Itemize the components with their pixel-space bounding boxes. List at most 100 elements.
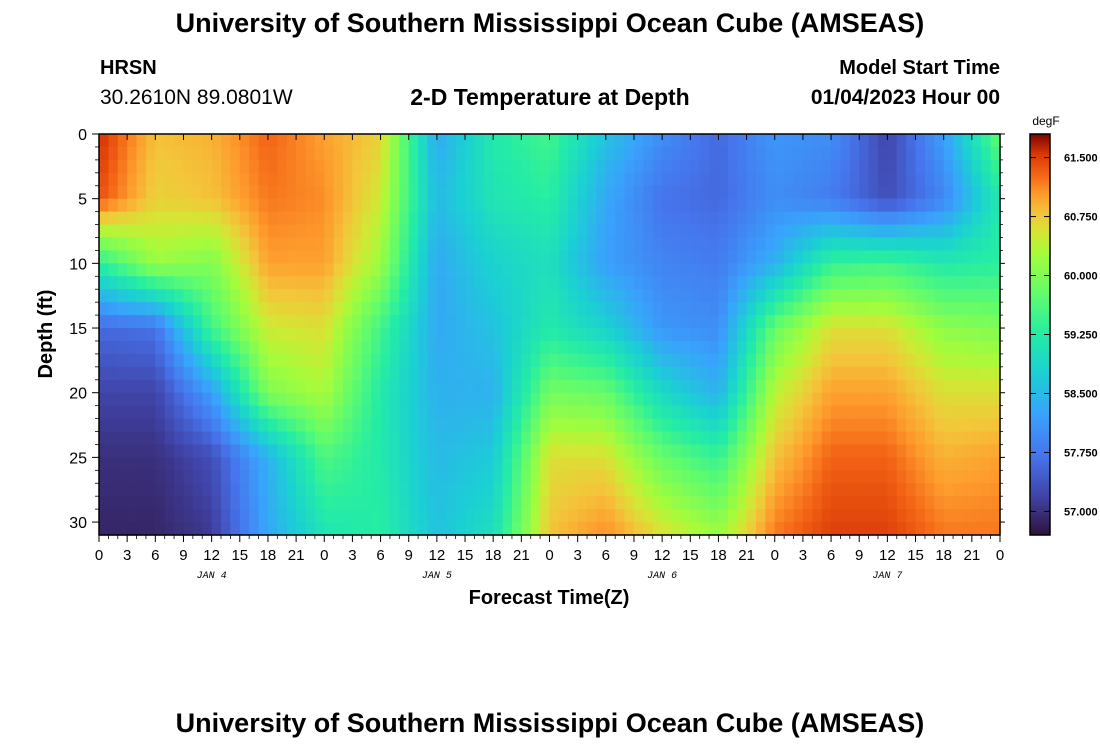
heatmap-cell bbox=[465, 509, 476, 523]
heatmap-cell bbox=[277, 470, 288, 484]
heatmap-cell bbox=[530, 470, 541, 484]
heatmap-cell bbox=[877, 263, 888, 277]
heatmap-cell bbox=[849, 198, 860, 213]
heatmap-cell bbox=[549, 509, 560, 523]
heatmap-cell bbox=[737, 172, 748, 187]
heatmap-cell bbox=[99, 172, 109, 187]
heatmap-cell bbox=[624, 198, 635, 213]
heatmap-cell bbox=[840, 509, 851, 523]
heatmap-cell bbox=[493, 263, 504, 277]
heatmap-cell bbox=[924, 444, 935, 458]
heatmap-cell bbox=[802, 405, 813, 420]
heatmap-cell bbox=[718, 444, 729, 458]
heatmap-cell bbox=[371, 340, 382, 355]
heatmap-cell bbox=[352, 146, 363, 161]
heatmap-cell bbox=[455, 289, 466, 303]
heatmap-cell bbox=[737, 134, 748, 148]
heatmap-cell bbox=[258, 146, 269, 161]
heatmap-cell bbox=[361, 483, 372, 497]
heatmap-cell bbox=[465, 276, 476, 290]
heatmap-cell bbox=[117, 289, 128, 303]
heatmap-cell bbox=[436, 366, 447, 381]
heatmap-cell bbox=[934, 509, 945, 523]
heatmap-cell bbox=[483, 146, 494, 161]
heatmap-cell bbox=[371, 328, 382, 342]
heatmap-cell bbox=[859, 496, 870, 510]
heatmap-cell bbox=[840, 250, 851, 264]
heatmap-cell bbox=[155, 289, 166, 303]
heatmap-cell bbox=[906, 263, 917, 277]
heatmap-cell bbox=[605, 224, 616, 239]
heatmap-cell bbox=[183, 470, 194, 484]
heatmap-cell bbox=[633, 276, 644, 290]
heatmap-cell bbox=[662, 146, 673, 161]
heatmap-cell bbox=[558, 379, 569, 394]
heatmap-cell bbox=[361, 496, 372, 510]
heatmap-cell bbox=[755, 444, 766, 458]
heatmap-cell bbox=[389, 289, 400, 303]
heatmap-cell bbox=[990, 392, 1001, 407]
heatmap-cell bbox=[286, 470, 297, 484]
y-tick-label: 30 bbox=[69, 515, 87, 532]
heatmap-cell bbox=[371, 185, 382, 200]
heatmap-cell bbox=[540, 366, 551, 381]
heatmap-cell bbox=[962, 431, 973, 446]
heatmap-cell bbox=[915, 366, 926, 381]
heatmap-cell bbox=[962, 483, 973, 497]
heatmap-cell bbox=[633, 340, 644, 355]
heatmap-cell bbox=[399, 315, 410, 329]
heatmap-cell bbox=[145, 237, 156, 252]
heatmap-cell bbox=[849, 211, 860, 226]
heatmap-cell bbox=[906, 457, 917, 471]
heatmap-cell bbox=[361, 134, 372, 148]
heatmap-cell bbox=[859, 315, 870, 329]
heatmap-cell bbox=[680, 483, 691, 497]
heatmap-cell bbox=[699, 276, 710, 290]
heatmap-cell bbox=[877, 159, 888, 174]
heatmap-cell bbox=[314, 185, 325, 200]
heatmap-cell bbox=[436, 315, 447, 329]
heatmap-cell bbox=[784, 522, 795, 536]
heatmap-cell bbox=[230, 198, 241, 213]
heatmap-cell bbox=[990, 444, 1001, 458]
heatmap-cell bbox=[455, 366, 466, 381]
heatmap-cell bbox=[558, 172, 569, 187]
heatmap-cell bbox=[286, 418, 297, 433]
heatmap-cell bbox=[774, 134, 785, 148]
heatmap-cell bbox=[652, 431, 663, 446]
heatmap-cell bbox=[596, 224, 607, 239]
heatmap-cell bbox=[906, 340, 917, 355]
heatmap-cell bbox=[521, 198, 532, 213]
heatmap-cell bbox=[174, 289, 185, 303]
heatmap-cell bbox=[924, 496, 935, 510]
heatmap-cell bbox=[314, 340, 325, 355]
heatmap-cell bbox=[662, 289, 673, 303]
heatmap-cell bbox=[746, 315, 757, 329]
heatmap-cell bbox=[192, 328, 203, 342]
heatmap-cell bbox=[174, 146, 185, 161]
heatmap-cell bbox=[924, 457, 935, 471]
heatmap-cell bbox=[755, 431, 766, 446]
heatmap-cell bbox=[418, 444, 429, 458]
heatmap-cell bbox=[746, 379, 757, 394]
heatmap-cell bbox=[774, 392, 785, 407]
heatmap-cell bbox=[324, 134, 335, 148]
heatmap-cell bbox=[615, 172, 626, 187]
heatmap-cell bbox=[446, 522, 457, 536]
heatmap-cell bbox=[474, 431, 485, 446]
heatmap-cell bbox=[793, 198, 804, 213]
heatmap-cell bbox=[568, 237, 579, 252]
heatmap-cell bbox=[455, 379, 466, 394]
heatmap-cell bbox=[924, 263, 935, 277]
heatmap-cell bbox=[361, 366, 372, 381]
heatmap-cell bbox=[258, 496, 269, 510]
heatmap-cell bbox=[427, 263, 438, 277]
heatmap-cell bbox=[389, 159, 400, 174]
heatmap-cell bbox=[962, 185, 973, 200]
heatmap-cell bbox=[587, 522, 598, 536]
heatmap-cell bbox=[305, 418, 316, 433]
heatmap-cell bbox=[877, 418, 888, 433]
heatmap-cell bbox=[174, 483, 185, 497]
heatmap-cell bbox=[267, 379, 278, 394]
heatmap-cell bbox=[352, 172, 363, 187]
